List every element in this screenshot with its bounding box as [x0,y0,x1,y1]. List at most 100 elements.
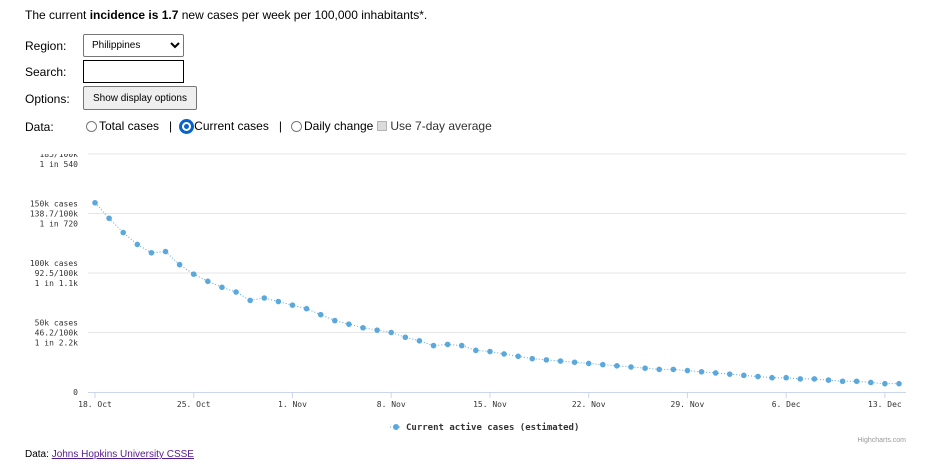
x-tick-label: 25. Oct [177,400,211,409]
data-point[interactable] [331,317,338,324]
data-point[interactable] [599,361,606,368]
data-point[interactable] [205,278,211,285]
y-tick-label: 1 in 1.1k [35,279,79,288]
y-tick-label: 200k cases [30,140,78,149]
data-point[interactable] [106,215,112,222]
data-point[interactable] [529,355,536,362]
y-tick-label: 0 [73,388,78,397]
data-point[interactable] [515,353,521,360]
y-tick-label: 92.5/100k [35,269,79,278]
data-point[interactable] [726,371,733,377]
data-point[interactable] [176,261,183,268]
data-point[interactable] [289,302,296,308]
data-point[interactable] [614,363,620,369]
option-daily-change[interactable]: Daily change [290,119,373,133]
data-point[interactable] [825,377,832,383]
legend-label[interactable]: Current active cases (estimated) [406,422,579,433]
x-tick-label: 13. Dec [868,400,902,409]
data-point[interactable] [797,376,804,382]
data-point[interactable] [458,342,465,349]
total-cases-radio[interactable] [86,120,97,132]
data-point[interactable] [839,378,846,385]
data-point[interactable] [430,342,437,349]
data-point[interactable] [896,380,902,387]
x-tick-label: 8. Nov [377,400,406,409]
data-point[interactable] [346,321,352,327]
y-tick-label: 138.7/100k [30,210,78,219]
data-point[interactable] [487,348,493,355]
data-point[interactable] [388,329,395,336]
data-point[interactable] [233,289,239,295]
y-tick-label: 50k cases [35,319,79,328]
separator: | [169,119,173,133]
y-tick-label: 150k cases [30,200,78,209]
data-point[interactable] [867,379,874,386]
data-point[interactable] [444,341,451,348]
y-tick-label: 1 in 2.2k [35,339,79,348]
data-options: Total cases | Current cases | Daily chan… [86,117,496,135]
y-tick-label: 1 in 720 [39,220,78,229]
option-total-cases[interactable]: Total cases [86,119,159,133]
data-point[interactable] [374,327,380,333]
data-point[interactable] [360,324,366,331]
data-point[interactable] [712,370,719,376]
data-point[interactable] [416,338,423,344]
daily-change-radio[interactable] [290,120,302,132]
region-select[interactable]: Philippines [83,34,184,57]
legend[interactable]: Current active cases (estimated) [390,422,579,433]
data-point[interactable] [557,358,564,364]
data-point[interactable] [698,368,705,375]
search-input[interactable] [83,60,184,83]
data-point[interactable] [247,297,253,304]
data-point[interactable] [275,298,282,305]
data-point[interactable] [585,360,592,367]
x-tick-label: 22. Nov [572,400,606,409]
data-point[interactable] [120,229,127,236]
data-point[interactable] [190,271,197,277]
data-point[interactable] [134,241,141,248]
option-current-cases[interactable]: Current cases [181,119,269,133]
data-point[interactable] [628,364,634,370]
data-point[interactable] [162,248,169,255]
data-point[interactable] [783,374,789,381]
data-point[interactable] [501,351,507,357]
y-tick-label: 185/100k [39,150,78,159]
data-point[interactable] [755,373,761,380]
data-point[interactable] [642,365,648,371]
data-point[interactable] [303,305,310,312]
data-point[interactable] [219,284,225,291]
series-current-active [92,199,902,387]
data-point[interactable] [92,199,98,206]
data-source: Data: Johns Hopkins University CSSE [25,449,194,460]
incidence-value: incidence is 1.7 [89,8,179,22]
data-point[interactable] [853,378,860,385]
data-point[interactable] [741,372,747,379]
incidence-text: The current incidence is 1.7 new cases p… [25,8,428,22]
data-point[interactable] [571,359,578,366]
7-day-average-checkbox[interactable] [377,121,388,131]
data-point[interactable] [148,249,155,256]
data-point[interactable] [684,367,691,374]
y-tick-label: 100k cases [30,259,78,268]
data-point[interactable] [261,295,268,301]
data-point[interactable] [811,376,818,382]
data-point[interactable] [543,357,550,363]
data-point[interactable] [882,380,888,387]
jhu-csse-link[interactable]: Johns Hopkins University CSSE [51,449,194,460]
data-point[interactable] [656,366,663,373]
data-point[interactable] [402,334,409,341]
series-line [94,202,899,385]
x-tick-label: 29. Nov [671,400,705,409]
show-display-options-button[interactable]: Show display options [83,86,197,110]
data-point[interactable] [317,311,324,318]
highcharts-credits[interactable]: Highcharts.com [857,437,906,444]
x-tick-label: 1. Nov [278,400,307,409]
current-cases-radio[interactable] [181,120,193,132]
data-point[interactable] [769,374,775,381]
data-point[interactable] [670,366,677,373]
data-point[interactable] [473,347,479,354]
chart-grid [88,153,906,333]
option-7-day-average[interactable]: Use 7-day average [377,119,492,133]
